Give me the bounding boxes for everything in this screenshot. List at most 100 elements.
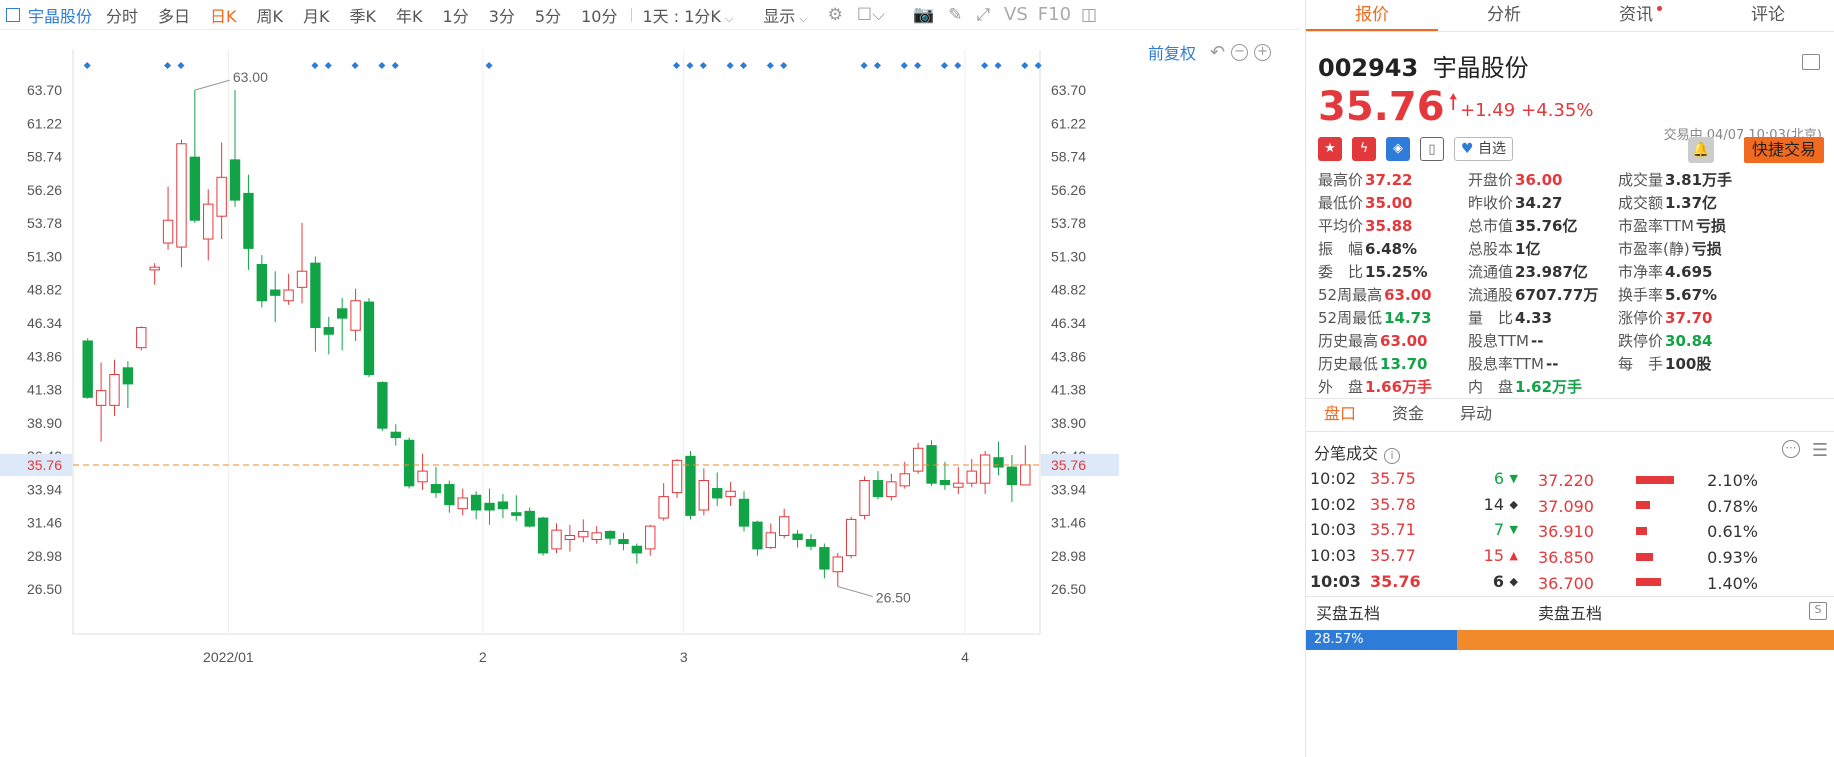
y-tick-label: 53.78 [27, 215, 62, 231]
stat-label: 股息率TTM [1468, 355, 1545, 373]
sub-tab[interactable]: 异动 [1460, 404, 1493, 423]
period-tab[interactable]: 周K [256, 6, 284, 26]
sub-tab[interactable]: 盘口 [1324, 404, 1357, 423]
panel-tab[interactable]: 分析 [1487, 5, 1521, 25]
tick-direction-icon: ▲ [1509, 549, 1518, 563]
stat-item [1618, 376, 1768, 396]
panel-tab[interactable]: 报价 [1306, 0, 1438, 31]
candle-body [296, 270, 308, 288]
stat-item: 股息TTM -- [1468, 330, 1618, 350]
sub-tab[interactable]: 资金 [1392, 404, 1425, 423]
event-marker [699, 61, 707, 70]
panel-tabs: 报价 分析 资讯 评论 [1306, 0, 1834, 32]
undo-icon[interactable]: ↶ [1210, 41, 1226, 63]
period-tab[interactable]: 年K [396, 6, 423, 26]
y-tick-label: 51.30 [1051, 248, 1086, 264]
layout-icon[interactable]: ☐⌵ [856, 4, 885, 25]
candle-body [122, 367, 134, 385]
vs-button[interactable]: VS [1004, 4, 1028, 25]
camera-icon[interactable]: 📷 [913, 4, 935, 25]
dist-row: 37.090 0.78% [1538, 494, 1778, 520]
event-marker [900, 61, 908, 70]
period-tab[interactable]: 10分 [581, 6, 618, 26]
kline-chart[interactable]: 63.70 63.70 61.22 61.22 58.74 58.74 56.26 56.26… [0, 30, 1305, 757]
bookmark-icon[interactable]: ▯ [1420, 137, 1444, 161]
unread-dot [1657, 6, 1662, 11]
period-tab[interactable]: 1分 [442, 6, 469, 26]
stat-label: 成交量 [1618, 171, 1664, 189]
tick-volume: 15 [1483, 546, 1504, 566]
chevron-down-icon: ⌵ [724, 11, 734, 25]
zoom-in-icon[interactable]: + [1254, 43, 1272, 61]
candle-body [845, 518, 857, 557]
period-tab[interactable]: 分时 [106, 6, 139, 26]
period-tab[interactable]: 5分 [534, 6, 562, 26]
bell-icon[interactable]: 🔔 [1688, 137, 1714, 163]
menu-icon[interactable] [1802, 54, 1820, 70]
candle-body [578, 530, 589, 538]
x-tick-label: 3 [680, 649, 688, 665]
period-tab[interactable]: 季K [349, 6, 377, 26]
stat-item: 流通股 6707.77万 [1468, 284, 1618, 304]
period-tab[interactable]: 3分 [488, 6, 515, 26]
more-icon[interactable]: ⋯ [1781, 440, 1800, 458]
stat-value: 35.76亿 [1515, 217, 1578, 235]
period-tab[interactable]: 日K [210, 6, 237, 26]
stat-value: 1.62万手 [1515, 378, 1583, 396]
x-tick-label: 2022/01 [203, 649, 254, 665]
fast-trade-button[interactable]: 快捷交易 [1743, 137, 1824, 163]
event-marker [981, 61, 989, 70]
tag-icon: ◈ [1386, 137, 1410, 161]
candle-body [752, 521, 763, 550]
stock-name[interactable]: 宇晶股份 [28, 6, 93, 26]
tick-volume: 14 [1483, 494, 1504, 514]
candle-body [819, 547, 830, 570]
candle-body [323, 327, 334, 335]
gear-icon[interactable]: ⚙ [827, 4, 843, 25]
y-tick-label: 63.70 [27, 82, 62, 98]
y-tick-label: 41.38 [1051, 382, 1086, 398]
period-select[interactable]: 1天 : 1分K ⌵ [642, 6, 734, 26]
zoom-out-icon[interactable]: − [1231, 43, 1249, 61]
stat-item: 市盈率TTM 亏损 [1618, 215, 1768, 235]
adjust-button[interactable]: 前复权 [1148, 44, 1197, 63]
fullscreen-icon[interactable]: ⤢ [976, 4, 991, 25]
info-icon[interactable]: i [1384, 448, 1401, 464]
candle-body [698, 480, 710, 511]
list-icon[interactable]: ☰ [1811, 440, 1828, 461]
candle-body [82, 340, 93, 398]
tick-direction-icon: ◆ [1509, 574, 1518, 588]
f10-button[interactable]: F10 [1037, 4, 1072, 25]
panel-tab[interactable]: 评论 [1751, 5, 1785, 25]
candle-body [671, 459, 683, 494]
candle-body [176, 143, 187, 248]
display-select[interactable]: 显示 ⌵ [763, 6, 808, 26]
stock-square-icon [6, 7, 20, 22]
candle-body [470, 494, 482, 511]
kline-svg[interactable]: 63.70 63.70 61.22 61.22 58.74 58.74 56.26 56.26… [0, 30, 1305, 757]
add-watchlist-button[interactable]: ♥ 自选 [1454, 137, 1514, 161]
panel-tab[interactable]: 资讯 [1570, 0, 1702, 31]
period-tab[interactable]: 月K [303, 6, 330, 26]
pencil-icon[interactable]: ✎ [948, 4, 963, 25]
sidebar-toggle-icon[interactable]: ◫ [1081, 4, 1098, 25]
candle-body [939, 480, 951, 486]
candle-body [203, 203, 214, 240]
stat-label: 历史最高 [1318, 332, 1379, 350]
book-toggle-icon[interactable]: S [1809, 602, 1827, 620]
dist-row: 36.700 1.40% [1538, 570, 1778, 596]
stat-value: -- [1546, 355, 1559, 373]
tick-row: 10:03 35.77 15 ▲ [1310, 543, 1520, 569]
stat-label: 最低价 [1318, 194, 1364, 212]
stat-value: 63.00 [1384, 286, 1432, 304]
stat-label: 股息TTM [1468, 332, 1530, 350]
dist-price: 36.700 [1538, 573, 1594, 593]
candle-body [283, 289, 294, 302]
tick-time: 10:03 [1310, 546, 1357, 566]
stock-code: 002943 [1318, 54, 1419, 82]
tick-price: 35.75 [1370, 469, 1416, 489]
stat-value: 13.70 [1380, 355, 1428, 373]
period-tab[interactable]: 多日 [158, 6, 191, 26]
stat-item: 涨停价 37.70 [1618, 307, 1768, 327]
x-tick-label: 2 [479, 649, 487, 665]
